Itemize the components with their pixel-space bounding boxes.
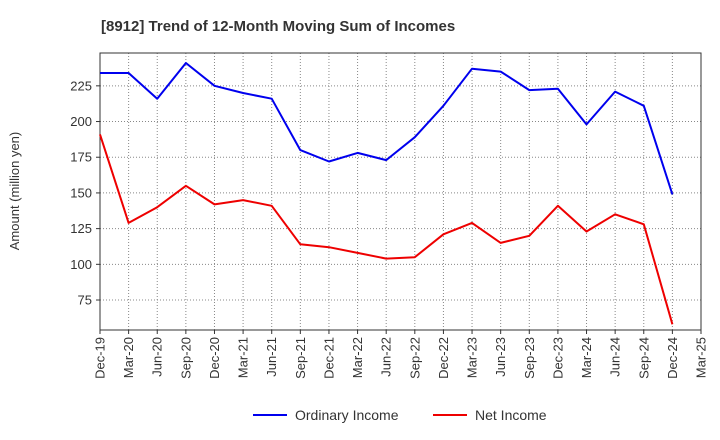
x-tick-label: Sep-23 — [522, 337, 537, 379]
legend-label: Ordinary Income — [295, 407, 399, 423]
x-tick-label: Sep-21 — [293, 337, 308, 379]
y-axis: 75 100 125 150 175 200 225 — [70, 78, 100, 308]
series-points — [99, 134, 673, 325]
x-tick-label: Jun-21 — [264, 337, 279, 377]
plot-area — [99, 52, 702, 331]
x-tick-label: Dec-24 — [665, 337, 680, 379]
x-tick-label: Jun-24 — [608, 337, 623, 377]
legend-label: Net Income — [475, 407, 547, 423]
x-tick-label: Dec-23 — [550, 337, 565, 379]
x-tick-label: Mar-20 — [121, 337, 136, 378]
legend: Ordinary Income Net Income — [253, 407, 547, 423]
x-tick-label: Dec-21 — [321, 337, 336, 379]
x-tick-label: Mar-25 — [694, 337, 709, 378]
x-tick-label: Sep-24 — [636, 337, 651, 379]
grid — [100, 53, 701, 330]
y-tick-label: 75 — [78, 293, 92, 308]
y-tick-label: 200 — [70, 114, 92, 129]
series-line-net-income — [99, 134, 674, 325]
x-tick-label: Mar-21 — [236, 337, 251, 378]
x-tick-label: Jun-20 — [150, 337, 165, 377]
series-layer — [99, 62, 674, 325]
x-tick-label: Sep-20 — [178, 337, 193, 379]
x-tick-label: Mar-24 — [579, 337, 594, 378]
series-points — [99, 62, 673, 195]
y-tick-label: 125 — [70, 221, 92, 236]
x-tick-label: Jun-22 — [379, 337, 394, 377]
x-tick-label: Dec-20 — [207, 337, 222, 379]
x-tick-label: Dec-22 — [436, 337, 451, 379]
x-tick-label: Jun-23 — [493, 337, 508, 377]
x-axis: Dec-19 Mar-20 Jun-20 Sep-20 Dec-20 Mar-21 Jun-… — [93, 330, 709, 379]
x-tick-label: Sep-22 — [407, 337, 422, 379]
y-tick-label: 150 — [70, 185, 92, 200]
x-tick-label: Mar-23 — [465, 337, 480, 378]
y-tick-label: 175 — [70, 150, 92, 165]
x-tick-label: Dec-19 — [93, 337, 108, 379]
y-tick-label: 225 — [70, 78, 92, 93]
chart-title: [8912] Trend of 12-Month Moving Sum of I… — [101, 18, 455, 35]
y-axis-label: Amount (million yen) — [7, 132, 22, 251]
x-tick-label: Mar-22 — [350, 337, 365, 378]
y-tick-label: 100 — [70, 257, 92, 272]
